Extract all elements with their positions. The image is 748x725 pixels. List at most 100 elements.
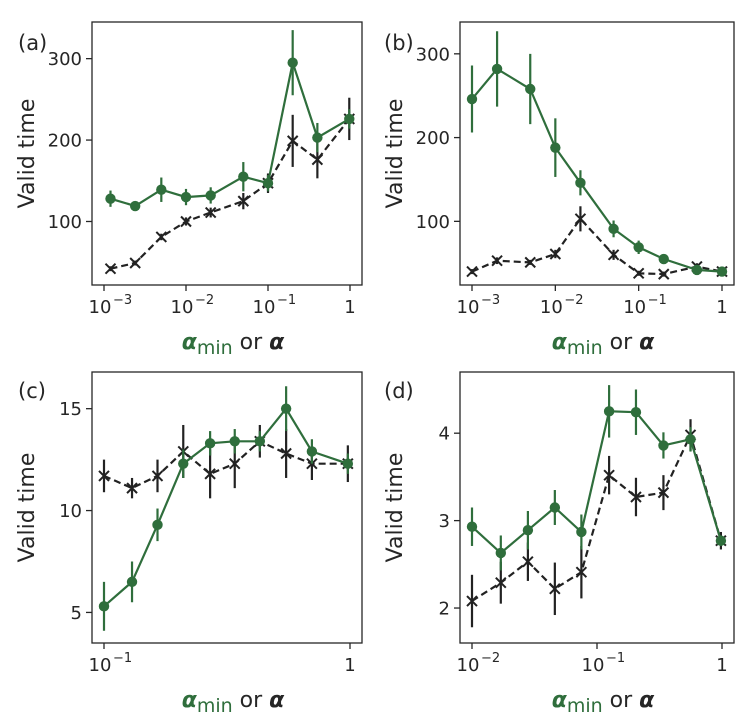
x-axis-label: αmin or α [552,330,655,359]
x-label-connector: or [233,330,270,355]
data-point [180,191,192,203]
data-point [525,83,536,95]
x-tick-label: 1 [716,655,727,676]
data-point [178,458,189,469]
data-point [466,595,478,607]
data-point [104,263,117,275]
panel-label: (d) [384,379,414,403]
panel-label: (b) [384,31,414,55]
series-line [110,118,351,270]
x-tick-exponent: −2 [564,293,583,308]
y-tick-label: 2 [439,599,450,620]
y-tick-label: 3 [439,511,450,532]
x-tick-exponent: −1 [648,293,667,308]
x-tick-exponent: −2 [481,651,500,666]
data-point [603,406,615,417]
data-point [608,223,619,235]
series-line [471,410,722,555]
data-point [180,215,192,228]
data-point [574,213,587,225]
data-point [491,255,503,267]
x-label-subscript: min [197,695,233,717]
data-point [658,440,669,451]
x-tick-exponent: −2 [195,293,214,308]
x-tick-label: 10 [253,297,276,318]
x-tick-exponent: −3 [481,293,500,308]
data-point [716,266,728,277]
data-point [151,470,164,482]
x-label-alpha: α [269,330,285,355]
data-point [576,526,587,538]
axes-frame [91,21,363,286]
y-axis-label: Valid time [15,99,40,209]
data-point [238,171,249,182]
series-line [103,439,348,490]
y-tick-label: 5 [71,603,82,624]
data-point [549,248,562,260]
data-point [312,132,323,143]
data-point [495,576,507,589]
x-label-alpha: α [639,330,655,355]
x-tick-label: 1 [344,297,355,318]
data-point [287,57,298,68]
data-point [466,93,478,105]
data-point [286,135,299,147]
data-point [575,177,586,189]
x-tick-label: 1 [344,655,355,676]
x-tick-label: 1 [716,297,727,318]
x-label-connector: or [603,688,640,713]
data-point [550,142,561,153]
data-point [575,566,588,578]
y-axis-label: Valid time [383,453,408,563]
x-label-alpha: α [639,688,655,713]
data-point [204,438,216,449]
series-line [471,217,723,276]
data-point [254,436,266,447]
data-point [98,601,110,612]
data-point [658,253,669,265]
x-tick-label: 10 [89,655,112,676]
series-line [110,58,350,208]
y-axis-label: Valid time [15,453,40,563]
data-point [129,200,141,212]
data-point [549,583,561,595]
data-point [524,256,536,269]
y-tick-label: 200 [416,128,450,149]
x-tick-label: 10 [457,297,480,318]
data-point [630,491,642,503]
x-label-alpha-min: α [182,688,198,713]
data-point [311,153,324,166]
data-point [205,190,216,201]
x-label-alpha-min: α [552,688,568,713]
data-point [522,525,534,536]
data-point [658,268,670,280]
x-axis-label: αmin or α [552,688,655,717]
x-tick-label: 10 [582,655,605,676]
data-point [491,63,503,75]
data-point [715,535,727,546]
series-black [466,419,727,628]
x-tick-exponent: −3 [113,293,132,308]
data-point [633,242,644,253]
data-point [691,264,703,276]
x-label-alpha-min: α [552,330,568,355]
x-label-alpha-min: α [182,330,198,355]
data-point [229,457,241,470]
data-point [549,502,561,513]
x-tick-exponent: −1 [113,651,132,666]
x-label-connector: or [233,688,270,713]
data-point [495,547,507,559]
data-point [152,519,163,531]
series-green [98,386,354,631]
x-tick-exponent: −1 [277,293,296,308]
panel-label: (a) [18,31,47,55]
data-point [630,407,642,418]
x-label-alpha: α [269,688,285,713]
data-point [344,113,355,125]
y-tick-label: 4 [439,424,450,445]
data-point [156,184,167,195]
x-label-connector: or [603,330,640,355]
data-point [466,265,478,278]
series-green [466,385,727,571]
